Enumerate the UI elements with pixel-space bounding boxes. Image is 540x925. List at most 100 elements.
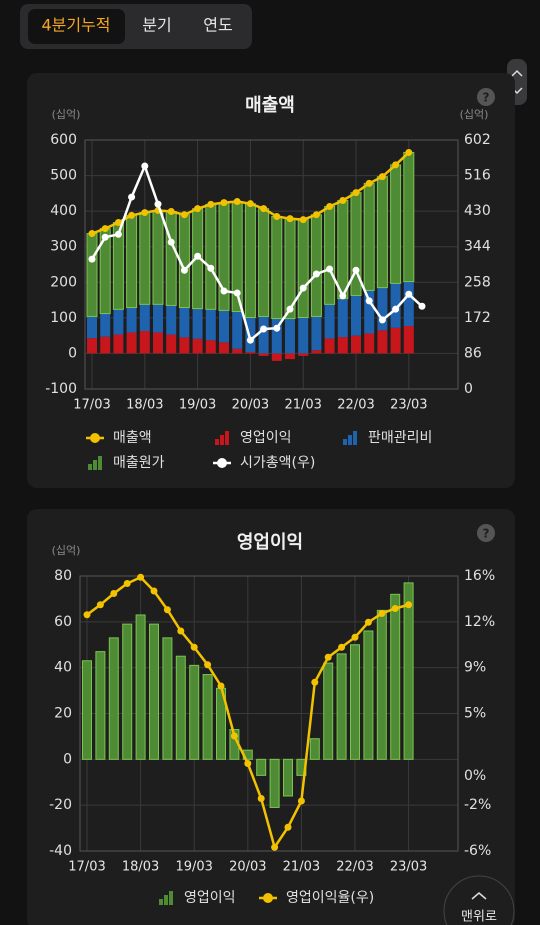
bar: [390, 164, 402, 284]
bar: [350, 644, 360, 760]
x-tick-label: 23/03: [390, 860, 427, 875]
y-tick-label: -20: [49, 797, 72, 813]
bar: [219, 310, 229, 343]
bar: [298, 317, 309, 354]
bar: [376, 609, 387, 760]
bar: [337, 298, 348, 338]
bar: [309, 738, 320, 760]
legend-label: 매출액: [113, 430, 152, 446]
point: [220, 287, 228, 295]
y-tick-label: 400: [50, 203, 77, 219]
legend-label: 판매관리비: [368, 430, 432, 446]
point: [137, 573, 145, 581]
bar: [108, 637, 119, 760]
y2-tick-label: 258: [464, 274, 491, 290]
help-button[interactable]: [477, 88, 495, 106]
bar: [403, 582, 414, 760]
y2-tick-label: 5%: [464, 706, 486, 722]
point: [339, 292, 347, 300]
legend-bar: [159, 899, 163, 905]
legend-bar: [93, 460, 97, 470]
bar: [135, 614, 146, 760]
point: [286, 305, 294, 313]
bar: [403, 281, 414, 327]
legend-bar: [348, 435, 352, 445]
bar: [149, 623, 159, 760]
bar: [202, 674, 213, 760]
bar: [285, 353, 295, 360]
legend-bar: [353, 431, 357, 445]
point: [230, 732, 238, 740]
bar: [337, 337, 348, 354]
bar: [363, 630, 374, 760]
bar: [311, 316, 322, 351]
bar: [82, 660, 92, 760]
bar: [139, 331, 150, 354]
legend-label: 영업이익: [184, 890, 236, 906]
bar: [390, 327, 401, 354]
bar: [113, 309, 124, 335]
point: [220, 199, 228, 207]
scroll-top-label[interactable]: 맨위로: [461, 910, 497, 925]
point: [128, 193, 136, 201]
y-tick-label: 0: [63, 751, 72, 767]
bar: [86, 233, 98, 317]
point: [217, 682, 225, 690]
point: [405, 601, 413, 609]
point: [207, 200, 215, 208]
point: [150, 587, 158, 595]
bar: [95, 651, 106, 760]
point: [312, 270, 320, 278]
point: [110, 590, 118, 597]
point: [83, 611, 91, 619]
point: [233, 289, 241, 297]
y-tick-label: 300: [50, 239, 77, 255]
point: [194, 205, 202, 213]
bar: [100, 313, 111, 337]
point: [96, 601, 104, 609]
help-button[interactable]: [477, 524, 495, 542]
bar: [205, 309, 216, 341]
point: [180, 266, 188, 274]
legend-dot: [90, 433, 100, 443]
scroll-top-button[interactable]: [443, 875, 515, 925]
bar: [376, 176, 388, 289]
tab[interactable]: 분기: [142, 16, 171, 35]
bar: [258, 208, 270, 317]
unit-label: (십억): [460, 108, 489, 121]
y2-tick-label: 0: [464, 381, 473, 397]
point: [299, 216, 307, 224]
y2-tick-label: 12%: [464, 614, 495, 630]
y-tick-label: 0: [68, 345, 77, 361]
legend-bar: [88, 464, 92, 470]
bar: [87, 316, 97, 339]
point: [311, 678, 319, 686]
bar: [244, 203, 256, 319]
bar: [139, 212, 151, 305]
bar: [122, 623, 133, 760]
bar: [377, 287, 388, 331]
bar: [245, 352, 256, 354]
bar: [271, 318, 282, 354]
tab-active[interactable]: [28, 9, 125, 44]
tab[interactable]: 4분기누적: [41, 16, 110, 35]
y2-tick-label: -6%: [464, 843, 491, 859]
point: [260, 325, 268, 333]
tab[interactable]: 연도: [203, 16, 232, 35]
legend-bar: [220, 435, 224, 445]
bar: [364, 290, 375, 334]
bar: [285, 318, 295, 354]
point: [391, 605, 399, 612]
point: [88, 230, 96, 238]
point: [114, 230, 122, 238]
legend-bar: [98, 456, 102, 470]
bar: [139, 304, 150, 332]
y-tick-label: -100: [45, 381, 77, 397]
point: [167, 238, 175, 246]
help-icon: ?: [483, 91, 490, 105]
y2-tick-label: 16%: [464, 568, 495, 584]
point: [312, 211, 320, 219]
point: [141, 209, 149, 217]
x-tick-label: 23/03: [390, 398, 427, 413]
